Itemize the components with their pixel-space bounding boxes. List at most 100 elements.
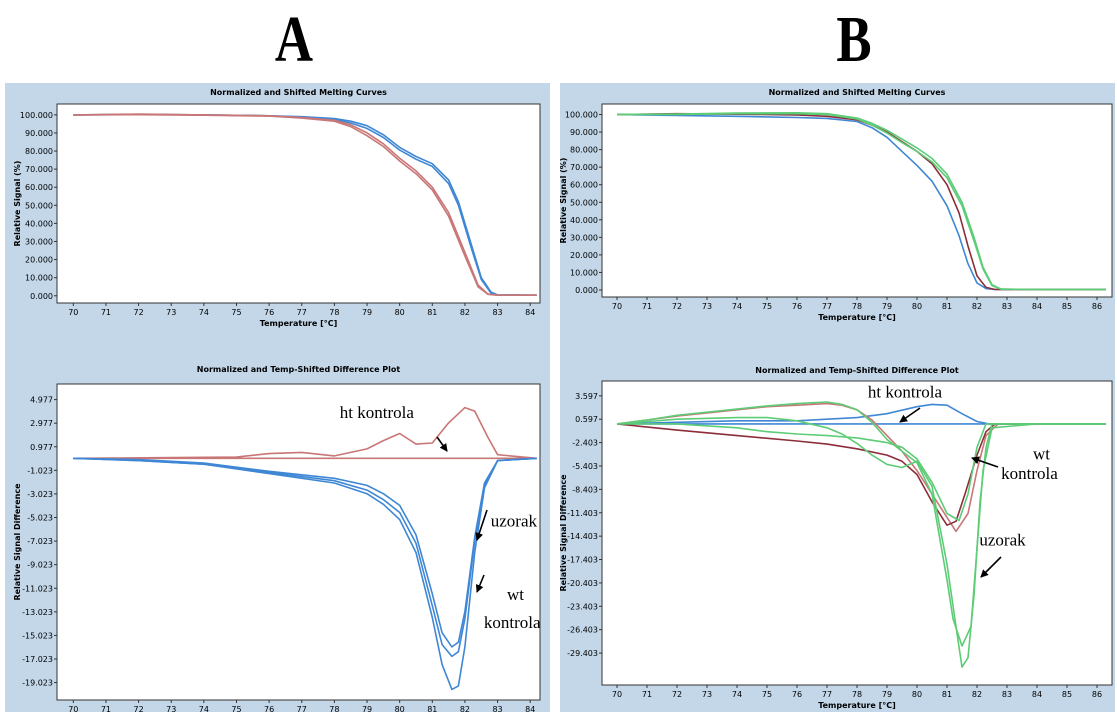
annotation-arrow <box>971 456 999 468</box>
plot-area <box>56 103 541 304</box>
x-tick-label: 75 <box>231 705 241 712</box>
x-tick-label: 73 <box>702 690 712 699</box>
y-tick-label: 50.000 <box>25 201 53 210</box>
x-tick-label: 75 <box>762 302 772 311</box>
x-axis-label: Temperature [°C] <box>818 313 896 322</box>
x-tick-label: 71 <box>101 308 111 317</box>
series-line-5 <box>73 457 537 648</box>
annotation-arrow <box>436 436 448 452</box>
plot-area <box>601 380 1113 686</box>
y-tick-label: -23.403 <box>567 602 598 611</box>
y-axis-label: Relative Signal (%) <box>559 158 568 244</box>
y-tick-label: -5.403 <box>572 462 598 471</box>
x-tick-label: 77 <box>822 302 832 311</box>
chart-3: Normalized and Shifted Melting Curves 70 7… <box>559 88 1113 322</box>
x-tick-label: 86 <box>1092 302 1102 311</box>
x-tick-label: 80 <box>395 705 405 712</box>
x-tick-label: 71 <box>642 690 652 699</box>
chart-title: Normalized and Shifted Melting Curves <box>769 88 946 97</box>
x-tick-label: 81 <box>427 705 437 712</box>
x-tick-label: 83 <box>492 705 502 712</box>
y-tick-label: 80.000 <box>570 146 598 155</box>
x-tick-label: 74 <box>732 302 742 311</box>
y-tick-label: -13.023 <box>22 608 53 617</box>
chart-title: Normalized and Temp-Shifted Difference P… <box>197 365 401 374</box>
series-line-2 <box>73 406 537 460</box>
x-tick-label: 85 <box>1062 690 1072 699</box>
y-tick-label: -2.403 <box>572 439 598 448</box>
x-tick-label: 86 <box>1092 690 1102 699</box>
x-tick-label: 72 <box>672 690 682 699</box>
x-tick-label: 78 <box>852 302 862 311</box>
y-tick-label: 40.000 <box>25 219 53 228</box>
y-tick-label: 0.000 <box>30 292 53 301</box>
x-tick-label: 74 <box>199 705 209 712</box>
plot-area <box>601 103 1113 298</box>
x-tick-label: 73 <box>166 308 176 317</box>
x-tick-label: 81 <box>427 308 437 317</box>
x-tick-label: 75 <box>762 690 772 699</box>
y-tick-label: 3.597 <box>575 392 598 401</box>
y-tick-label: -29.403 <box>567 649 598 658</box>
x-tick-label: 75 <box>231 308 241 317</box>
y-tick-label: -7.023 <box>27 537 53 546</box>
x-tick-label: 83 <box>492 308 502 317</box>
x-tick-label: 73 <box>166 705 176 712</box>
x-tick-label: 80 <box>912 690 922 699</box>
y-tick-label: -26.403 <box>567 626 598 635</box>
annotation-arrow <box>475 509 488 541</box>
y-tick-label: 30.000 <box>25 237 53 246</box>
x-axis-label: Temperature [°C] <box>818 701 896 710</box>
y-tick-label: 10.000 <box>25 274 53 283</box>
y-tick-label: 70.000 <box>25 165 53 174</box>
y-tick-label: 2.977 <box>30 419 53 428</box>
x-tick-label: 82 <box>460 308 470 317</box>
annotation-label: wt <box>1033 445 1050 464</box>
series-line-6 <box>616 416 1106 668</box>
x-tick-label: 77 <box>822 690 832 699</box>
y-tick-label: -9.023 <box>27 561 53 570</box>
y-tick-label: -11.403 <box>567 509 598 518</box>
series-line-4 <box>616 423 1106 526</box>
annotation-arrow <box>980 556 1002 578</box>
x-tick-label: 77 <box>297 705 307 712</box>
chart-1: Normalized and Shifted Melting Curves 70 7… <box>13 88 541 328</box>
x-tick-label: 84 <box>525 308 535 317</box>
annotation-label: uzorak <box>979 530 1026 549</box>
series-line-4 <box>73 113 537 296</box>
y-tick-label: 20.000 <box>570 251 598 260</box>
x-tick-label: 80 <box>395 308 405 317</box>
x-tick-label: 83 <box>1002 302 1012 311</box>
x-tick-label: 78 <box>852 690 862 699</box>
annotation-label: uzorak <box>491 512 538 531</box>
x-tick-label: 82 <box>972 302 982 311</box>
y-tick-label: 60.000 <box>25 183 53 192</box>
y-tick-label: -15.023 <box>22 631 53 640</box>
y-tick-label: 0.597 <box>575 415 598 424</box>
y-tick-label: -20.403 <box>567 579 598 588</box>
y-tick-label: 4.977 <box>30 396 53 405</box>
x-tick-label: 81 <box>942 302 952 311</box>
x-tick-label: 71 <box>101 705 111 712</box>
x-tick-label: 70 <box>612 690 622 699</box>
x-tick-label: 79 <box>362 705 372 712</box>
y-tick-label: 30.000 <box>570 233 598 242</box>
x-tick-label: 70 <box>612 302 622 311</box>
chart-title: Normalized and Temp-Shifted Difference P… <box>755 366 959 375</box>
y-tick-label: 40.000 <box>570 216 598 225</box>
x-tick-label: 79 <box>882 302 892 311</box>
annotation-arrow <box>899 407 921 423</box>
x-tick-label: 78 <box>329 308 339 317</box>
x-tick-label: 83 <box>1002 690 1012 699</box>
chart-2: Normalized and Temp-Shifted Difference P… <box>13 365 541 712</box>
x-tick-label: 73 <box>702 302 712 311</box>
x-tick-label: 74 <box>199 308 209 317</box>
y-tick-label: -17.023 <box>22 655 53 664</box>
x-tick-label: 76 <box>792 302 802 311</box>
x-tick-label: 82 <box>460 705 470 712</box>
x-tick-label: 84 <box>1032 690 1042 699</box>
y-axis-label: Relative Signal Difference <box>559 474 568 592</box>
annotation-arrow <box>475 574 485 593</box>
x-tick-label: 76 <box>264 705 274 712</box>
y-tick-label: 90.000 <box>570 128 598 137</box>
